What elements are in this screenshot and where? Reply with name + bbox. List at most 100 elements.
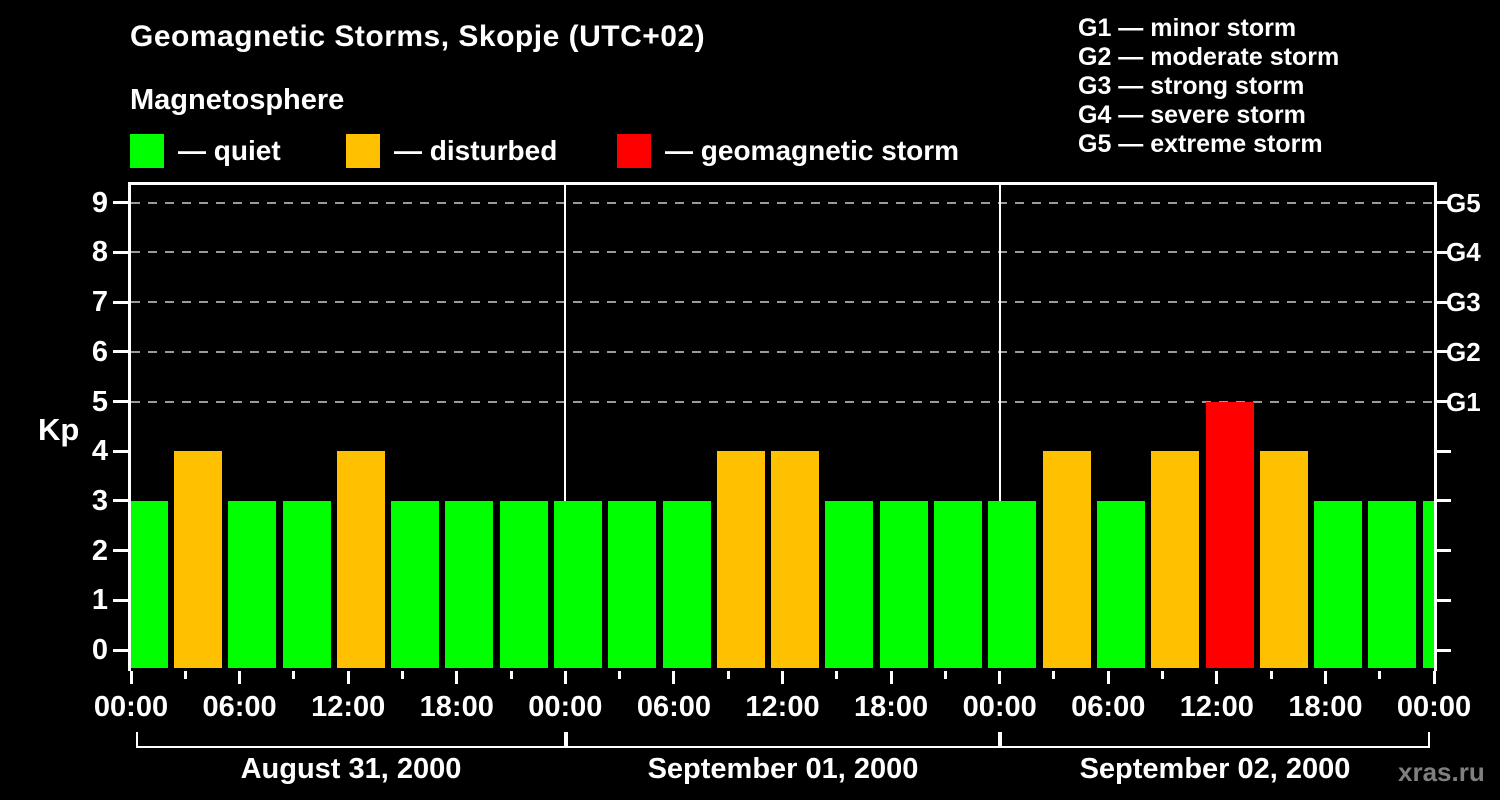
x-minor-tick <box>618 671 622 679</box>
y-tick <box>1437 499 1451 503</box>
x-major-tick <box>1323 671 1327 684</box>
x-minor-tick <box>1378 671 1382 679</box>
y-tick-label: 1 <box>91 584 108 617</box>
y-tick-label: 5 <box>91 385 108 418</box>
x-major-tick <box>129 671 133 684</box>
x-major-tick <box>889 671 893 684</box>
x-tick-label: 06:00 <box>202 691 277 723</box>
y-tick <box>1437 449 1451 453</box>
storm-swatch-icon <box>617 133 651 168</box>
legend-item-disturbed: — disturbed <box>346 133 557 168</box>
axis-border-right <box>1434 182 1437 671</box>
x-major-tick <box>238 671 242 684</box>
legend-item-storm: — geomagnetic storm <box>617 133 959 168</box>
x-tick-label: 12:00 <box>745 691 820 723</box>
kp-bar <box>499 500 548 668</box>
x-minor-tick <box>1052 671 1056 679</box>
y-tick <box>1437 300 1451 304</box>
y-tick <box>1437 648 1451 652</box>
y-tick <box>1437 201 1451 205</box>
page-title: Geomagnetic Storms, Skopje (UTC+02) <box>130 20 706 53</box>
g-legend-row-g4: G4 — severe storm <box>1078 101 1306 129</box>
chart-subtitle: Magnetosphere <box>130 84 345 116</box>
kp-bar <box>1096 500 1145 668</box>
kp-bar <box>228 500 277 668</box>
x-tick-label: 00:00 <box>93 691 169 723</box>
y-tick <box>113 250 128 254</box>
y-tick <box>113 400 128 403</box>
legend-label: — geomagnetic storm <box>665 134 960 166</box>
g-scale-label-g4: G4 <box>1446 237 1481 268</box>
y-tick <box>113 449 128 453</box>
y-tick <box>1437 549 1451 553</box>
x-tick-label: 12:00 <box>311 691 386 723</box>
x-minor-tick <box>183 671 187 679</box>
x-tick-label: 06:00 <box>636 691 711 723</box>
y-tick-label: 0 <box>91 634 108 666</box>
x-major-tick <box>998 671 1002 684</box>
x-major-tick <box>455 671 459 684</box>
y-axis-title: Kp <box>38 412 80 447</box>
y-tick-label: 4 <box>91 435 108 468</box>
y-tick <box>113 300 128 304</box>
kp-bar <box>1042 451 1091 668</box>
kp-bar <box>282 500 331 668</box>
x-minor-tick <box>726 671 730 679</box>
x-minor-tick <box>943 671 947 679</box>
kp-bar <box>1259 451 1308 668</box>
g-scale-label-g1: G1 <box>1446 386 1481 417</box>
kp-bar <box>825 500 874 668</box>
grid-line-g4 <box>131 251 1434 254</box>
x-minor-tick <box>509 671 513 679</box>
y-tick <box>1437 400 1451 403</box>
y-tick-label: 7 <box>91 286 108 319</box>
y-tick <box>113 598 128 602</box>
axis-border-top <box>128 182 1437 185</box>
kp-bar <box>1422 500 1434 668</box>
y-tick <box>1437 350 1451 354</box>
y-tick <box>113 499 128 503</box>
g-legend-row-g3: G3 — strong storm <box>1078 72 1305 100</box>
disturbed-swatch-icon <box>346 133 380 168</box>
kp-bar <box>934 500 983 668</box>
g-scale-label-g3: G3 <box>1446 287 1481 318</box>
g-scale-legend: G1 — minor storm G2 — moderate storm G3 … <box>1078 14 1339 159</box>
kp-bar <box>1151 451 1200 668</box>
day-label: August 31, 2000 <box>240 753 462 785</box>
x-minor-tick <box>400 671 404 679</box>
x-major-tick <box>781 671 784 684</box>
kp-bar <box>131 500 168 668</box>
day-bracket <box>136 732 566 748</box>
kp-bar <box>445 500 494 668</box>
legend-label: — quiet <box>178 134 281 166</box>
kp-bar <box>173 451 222 668</box>
day-label: September 02, 2000 <box>1079 753 1351 785</box>
x-major-tick <box>1106 671 1110 684</box>
x-tick-label: 00:00 <box>962 691 1037 723</box>
x-tick-label: 12:00 <box>1179 691 1254 723</box>
g-scale-label-g5: G5 <box>1446 187 1481 218</box>
y-tick <box>113 350 128 354</box>
grid-line-g3 <box>131 301 1434 304</box>
kp-bar <box>336 451 385 668</box>
y-tick <box>113 201 128 205</box>
x-minor-tick <box>292 671 296 679</box>
axis-border-left <box>128 182 131 671</box>
x-major-tick <box>563 671 567 684</box>
y-tick <box>1437 598 1451 602</box>
grid-line-g1 <box>131 400 1434 403</box>
y-tick-label: 8 <box>91 236 108 269</box>
y-tick-label: 6 <box>91 335 108 368</box>
grid-line-g5 <box>131 201 1434 204</box>
kp-bar <box>988 500 1037 668</box>
watermark: xras.ru <box>1398 757 1485 787</box>
kp-bar <box>879 500 928 668</box>
x-major-tick <box>1215 671 1219 684</box>
g-scale-label-g2: G2 <box>1446 336 1481 367</box>
x-tick-label: 00:00 <box>528 691 603 723</box>
x-minor-tick <box>1161 671 1165 679</box>
x-tick-label: 18:00 <box>419 691 494 723</box>
x-tick-label: 18:00 <box>1288 691 1363 723</box>
day-label: September 01, 2000 <box>647 753 919 785</box>
